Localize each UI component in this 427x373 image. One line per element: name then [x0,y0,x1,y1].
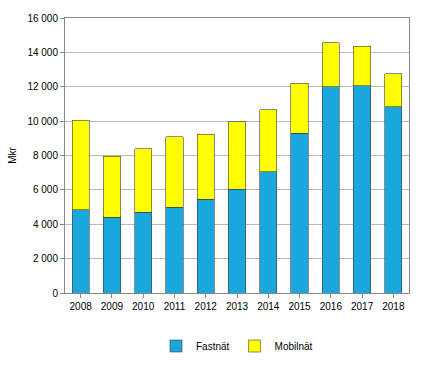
svg-text:0: 0 [52,288,58,299]
svg-text:16 000: 16 000 [27,13,58,24]
svg-text:2016: 2016 [320,301,343,312]
svg-text:Fastnät: Fastnät [196,341,230,352]
svg-text:12 000: 12 000 [27,81,58,92]
svg-text:2010: 2010 [132,301,155,312]
svg-text:2015: 2015 [288,301,311,312]
svg-text:8 000: 8 000 [33,150,58,161]
svg-text:6 000: 6 000 [33,184,58,195]
svg-text:2008: 2008 [70,301,93,312]
svg-text:Mkr: Mkr [7,147,18,164]
svg-text:Mobilnät: Mobilnät [275,341,313,352]
svg-text:2011: 2011 [164,301,186,312]
svg-text:2 000: 2 000 [33,253,58,264]
svg-text:4 000: 4 000 [33,219,58,230]
svg-text:2013: 2013 [226,301,249,312]
svg-text:2009: 2009 [101,301,124,312]
svg-text:14 000: 14 000 [27,47,58,58]
svg-text:2012: 2012 [195,301,218,312]
svg-text:2014: 2014 [257,301,280,312]
svg-text:10 000: 10 000 [27,116,58,127]
svg-text:2018: 2018 [382,301,405,312]
svg-text:2017: 2017 [351,301,374,312]
